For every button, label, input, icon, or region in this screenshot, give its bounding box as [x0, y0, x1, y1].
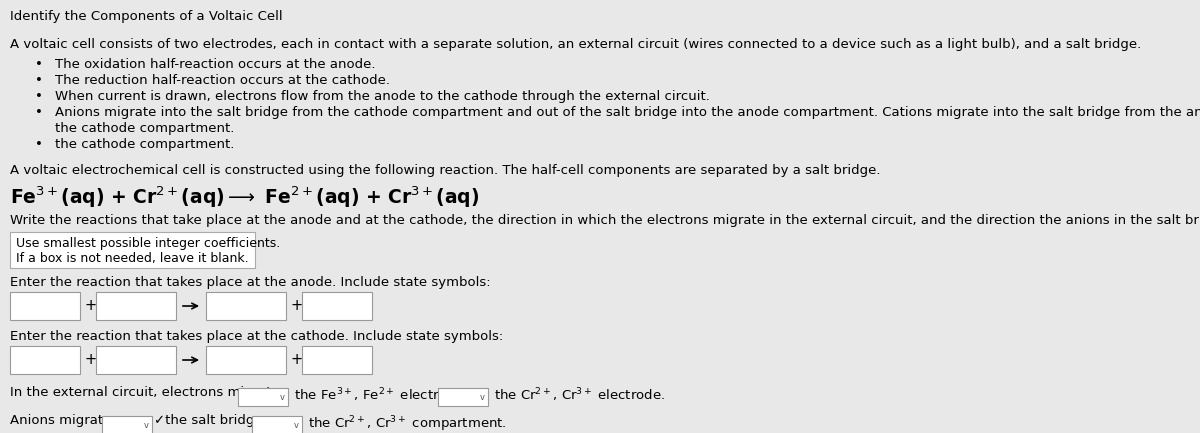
Text: The reduction half-reaction occurs at the cathode.: The reduction half-reaction occurs at th…: [55, 74, 390, 87]
Bar: [302, 346, 372, 374]
Text: •: •: [35, 58, 43, 71]
Text: Identify the Components of a Voltaic Cell: Identify the Components of a Voltaic Cel…: [10, 10, 283, 23]
Text: •: •: [35, 90, 43, 103]
Bar: [102, 416, 152, 433]
Bar: [10, 346, 80, 374]
Bar: [96, 346, 176, 374]
Text: v: v: [294, 420, 299, 430]
Bar: [252, 416, 302, 433]
Bar: [238, 388, 288, 406]
Text: v: v: [280, 392, 286, 401]
Text: the Fe$^{3+}$, Fe$^{2+}$ electrode: the Fe$^{3+}$, Fe$^{2+}$ electrode: [290, 386, 463, 404]
Bar: [10, 232, 256, 268]
Text: v: v: [144, 420, 149, 430]
Text: ✓the salt bridge: ✓the salt bridge: [154, 414, 263, 427]
Bar: [302, 292, 372, 320]
Text: When current is drawn, electrons flow from the anode to the cathode through the : When current is drawn, electrons flow fr…: [55, 90, 710, 103]
Text: Enter the reaction that takes place at the cathode. Include state symbols:: Enter the reaction that takes place at t…: [10, 330, 503, 343]
Text: •: •: [35, 106, 43, 119]
Text: Use smallest possible integer coefficients.: Use smallest possible integer coefficien…: [16, 237, 281, 250]
Text: A voltaic electrochemical cell is constructed using the following reaction. The : A voltaic electrochemical cell is constr…: [10, 164, 881, 177]
Bar: [10, 292, 80, 320]
Text: The oxidation half-reaction occurs at the anode.: The oxidation half-reaction occurs at th…: [55, 58, 376, 71]
Text: +: +: [290, 298, 302, 313]
Text: Write the reactions that take place at the anode and at the cathode, the directi: Write the reactions that take place at t…: [10, 214, 1200, 227]
Text: the cathode compartment.: the cathode compartment.: [55, 122, 234, 135]
Bar: [438, 388, 488, 406]
Text: In the external circuit, electrons migrate: In the external circuit, electrons migra…: [10, 386, 280, 399]
Bar: [96, 292, 176, 320]
Text: Enter the reaction that takes place at the anode. Include state symbols:: Enter the reaction that takes place at t…: [10, 276, 491, 289]
Text: +: +: [290, 352, 302, 367]
Text: •: •: [35, 74, 43, 87]
Bar: [206, 292, 286, 320]
Text: Anions migrate: Anions migrate: [10, 414, 112, 427]
Text: +: +: [84, 298, 96, 313]
Text: the Cr$^{2+}$, Cr$^{3+}$ compartment.: the Cr$^{2+}$, Cr$^{3+}$ compartment.: [304, 414, 506, 433]
Text: v: v: [480, 392, 485, 401]
Text: Anions migrate into the salt bridge from the cathode compartment and out of the : Anions migrate into the salt bridge from…: [55, 106, 1200, 119]
Text: •: •: [35, 138, 43, 151]
Text: +: +: [84, 352, 96, 367]
Bar: [206, 346, 286, 374]
Text: If a box is not needed, leave it blank.: If a box is not needed, leave it blank.: [16, 252, 248, 265]
Text: A voltaic cell consists of two electrodes, each in contact with a separate solut: A voltaic cell consists of two electrode…: [10, 38, 1141, 51]
Text: the cathode compartment.: the cathode compartment.: [55, 138, 234, 151]
Text: Fe$^{3+}$(aq) + Cr$^{2+}$(aq)$\longrightarrow$ Fe$^{2+}$(aq) + Cr$^{3+}$(aq): Fe$^{3+}$(aq) + Cr$^{2+}$(aq)$\longright…: [10, 184, 480, 210]
Text: the Cr$^{2+}$, Cr$^{3+}$ electrode.: the Cr$^{2+}$, Cr$^{3+}$ electrode.: [490, 386, 665, 404]
